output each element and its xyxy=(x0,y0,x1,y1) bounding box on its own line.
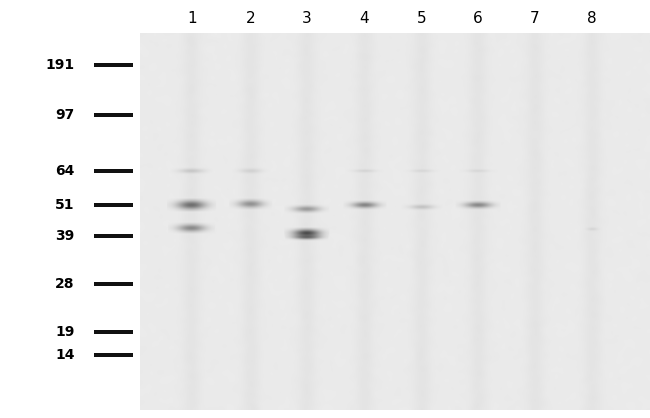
Text: 6: 6 xyxy=(473,11,482,26)
Bar xyxy=(0,0,140,418)
Text: 19: 19 xyxy=(55,325,75,339)
Text: 39: 39 xyxy=(55,229,75,243)
Bar xyxy=(0,410,650,418)
Bar xyxy=(94,234,133,238)
Text: 191: 191 xyxy=(46,58,75,72)
Text: 8: 8 xyxy=(587,11,596,26)
Bar xyxy=(94,113,133,117)
Text: 5: 5 xyxy=(417,11,426,26)
Text: 64: 64 xyxy=(55,164,75,178)
Bar xyxy=(94,63,133,67)
Bar xyxy=(94,203,133,207)
Text: 4: 4 xyxy=(359,11,369,26)
Text: 97: 97 xyxy=(55,108,75,122)
Text: 3: 3 xyxy=(302,11,312,26)
Bar xyxy=(94,282,133,286)
Text: 7: 7 xyxy=(530,11,539,26)
Bar xyxy=(94,169,133,173)
Text: 2: 2 xyxy=(246,11,255,26)
Bar xyxy=(0,0,650,33)
Text: 28: 28 xyxy=(55,277,75,291)
Text: 51: 51 xyxy=(55,198,75,212)
Text: 1: 1 xyxy=(187,11,196,26)
Bar xyxy=(94,353,133,357)
Text: 14: 14 xyxy=(55,348,75,362)
Bar xyxy=(94,330,133,334)
